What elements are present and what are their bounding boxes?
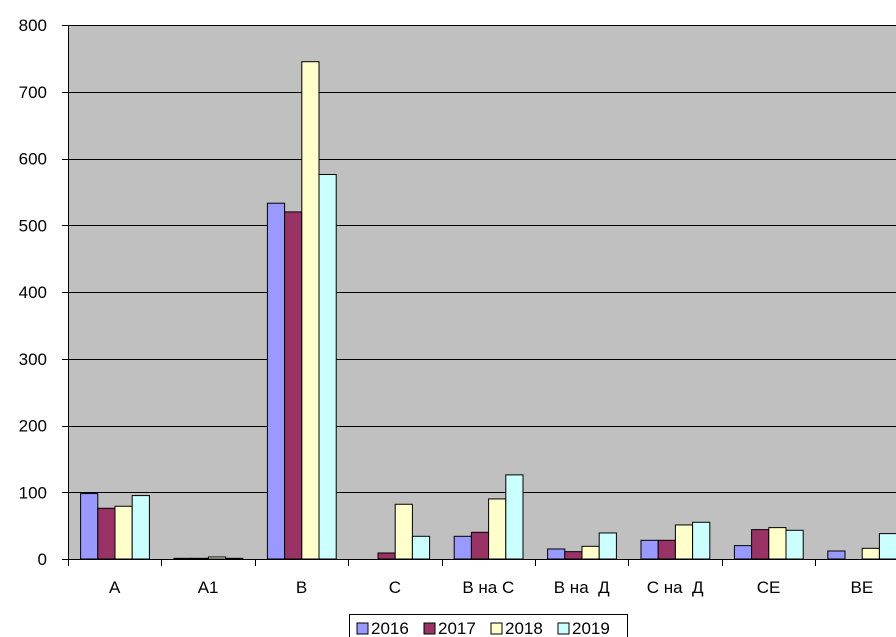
bar-2016-2 — [266, 202, 286, 560]
bar-2018-7 — [768, 527, 787, 560]
x-tick-label: A1 — [198, 578, 219, 597]
y-tick-label: 300 — [19, 350, 47, 369]
y-tick-labels: 0 100 200 300 400 500 600 700 800 — [19, 16, 47, 569]
bar-2017-2 — [284, 211, 303, 560]
bar-2018-5 — [581, 545, 600, 560]
legend-swatch-2018 — [490, 622, 503, 635]
bar-2017-3 — [377, 552, 396, 560]
x-tick-label: B — [296, 578, 307, 597]
bar-2016-4 — [453, 535, 472, 560]
x-tick-label: C — [389, 578, 401, 597]
bar-2016-0 — [80, 493, 99, 560]
x-tick-label: CE — [757, 578, 781, 597]
x-tick-label: A — [109, 578, 121, 597]
x-tick-label: C на Д — [647, 578, 704, 597]
legend-swatch-2019 — [557, 622, 570, 635]
bar-2019-1 — [225, 557, 244, 560]
bar-2017-7 — [751, 529, 770, 560]
bars — [80, 61, 896, 560]
legend-label-2016: 2016 — [371, 619, 409, 637]
bar-2018-8 — [861, 547, 880, 560]
y-tick-label: 100 — [19, 483, 47, 502]
bar-2016-6 — [640, 539, 659, 560]
bar-2018-0 — [114, 505, 133, 560]
bar-2017-1 — [190, 557, 209, 560]
bar-2019-6 — [692, 521, 711, 560]
bar-2019-5 — [598, 532, 617, 560]
bar-2017-6 — [657, 539, 676, 560]
bar-2017-4 — [470, 531, 490, 560]
x-tick-label: B на C — [462, 578, 514, 597]
y-tick-label: 700 — [19, 83, 47, 102]
bar-2019-7 — [785, 529, 804, 560]
bar-2019-2 — [318, 174, 337, 560]
y-tick-label: 0 — [38, 550, 47, 569]
legend-label-2019: 2019 — [572, 619, 610, 637]
bar-2019-4 — [505, 474, 524, 560]
y-tick-label: 600 — [19, 150, 47, 169]
bar-2016-8 — [827, 550, 846, 560]
axes — [62, 25, 896, 566]
y-tick-label: 800 — [19, 16, 47, 35]
y-tick-label: 400 — [19, 283, 47, 302]
bar-2018-4 — [488, 498, 507, 560]
bar-2016-1 — [173, 557, 192, 560]
bar-2017-5 — [564, 551, 583, 560]
bar-2018-1 — [207, 556, 227, 560]
bar-2018-3 — [394, 503, 413, 560]
bar-2019-0 — [131, 495, 150, 560]
bar-2018-2 — [301, 61, 320, 560]
legend-swatch-2016 — [356, 622, 369, 635]
bar-2018-6 — [674, 524, 694, 560]
x-tick-label: BE — [851, 578, 874, 597]
y-tick-label: 200 — [19, 417, 47, 436]
x-tick-labels: A A1 B C B на C B на Д C на Д CE BE — [109, 578, 873, 597]
bar-2019-8 — [878, 533, 896, 560]
gridlines — [68, 25, 896, 493]
bar-2016-5 — [547, 548, 566, 560]
y-tick-label: 500 — [19, 216, 47, 235]
legend-label-2017: 2017 — [438, 619, 476, 637]
legend-label-2018: 2018 — [505, 619, 543, 637]
legend-swatch-2017 — [423, 622, 436, 635]
bar-2019-3 — [411, 535, 431, 560]
legend: 2016 2017 2018 2019 — [349, 614, 628, 637]
x-tick-label: B на Д — [554, 578, 610, 597]
bar-2016-7 — [733, 545, 753, 560]
bar-2017-0 — [97, 507, 116, 560]
